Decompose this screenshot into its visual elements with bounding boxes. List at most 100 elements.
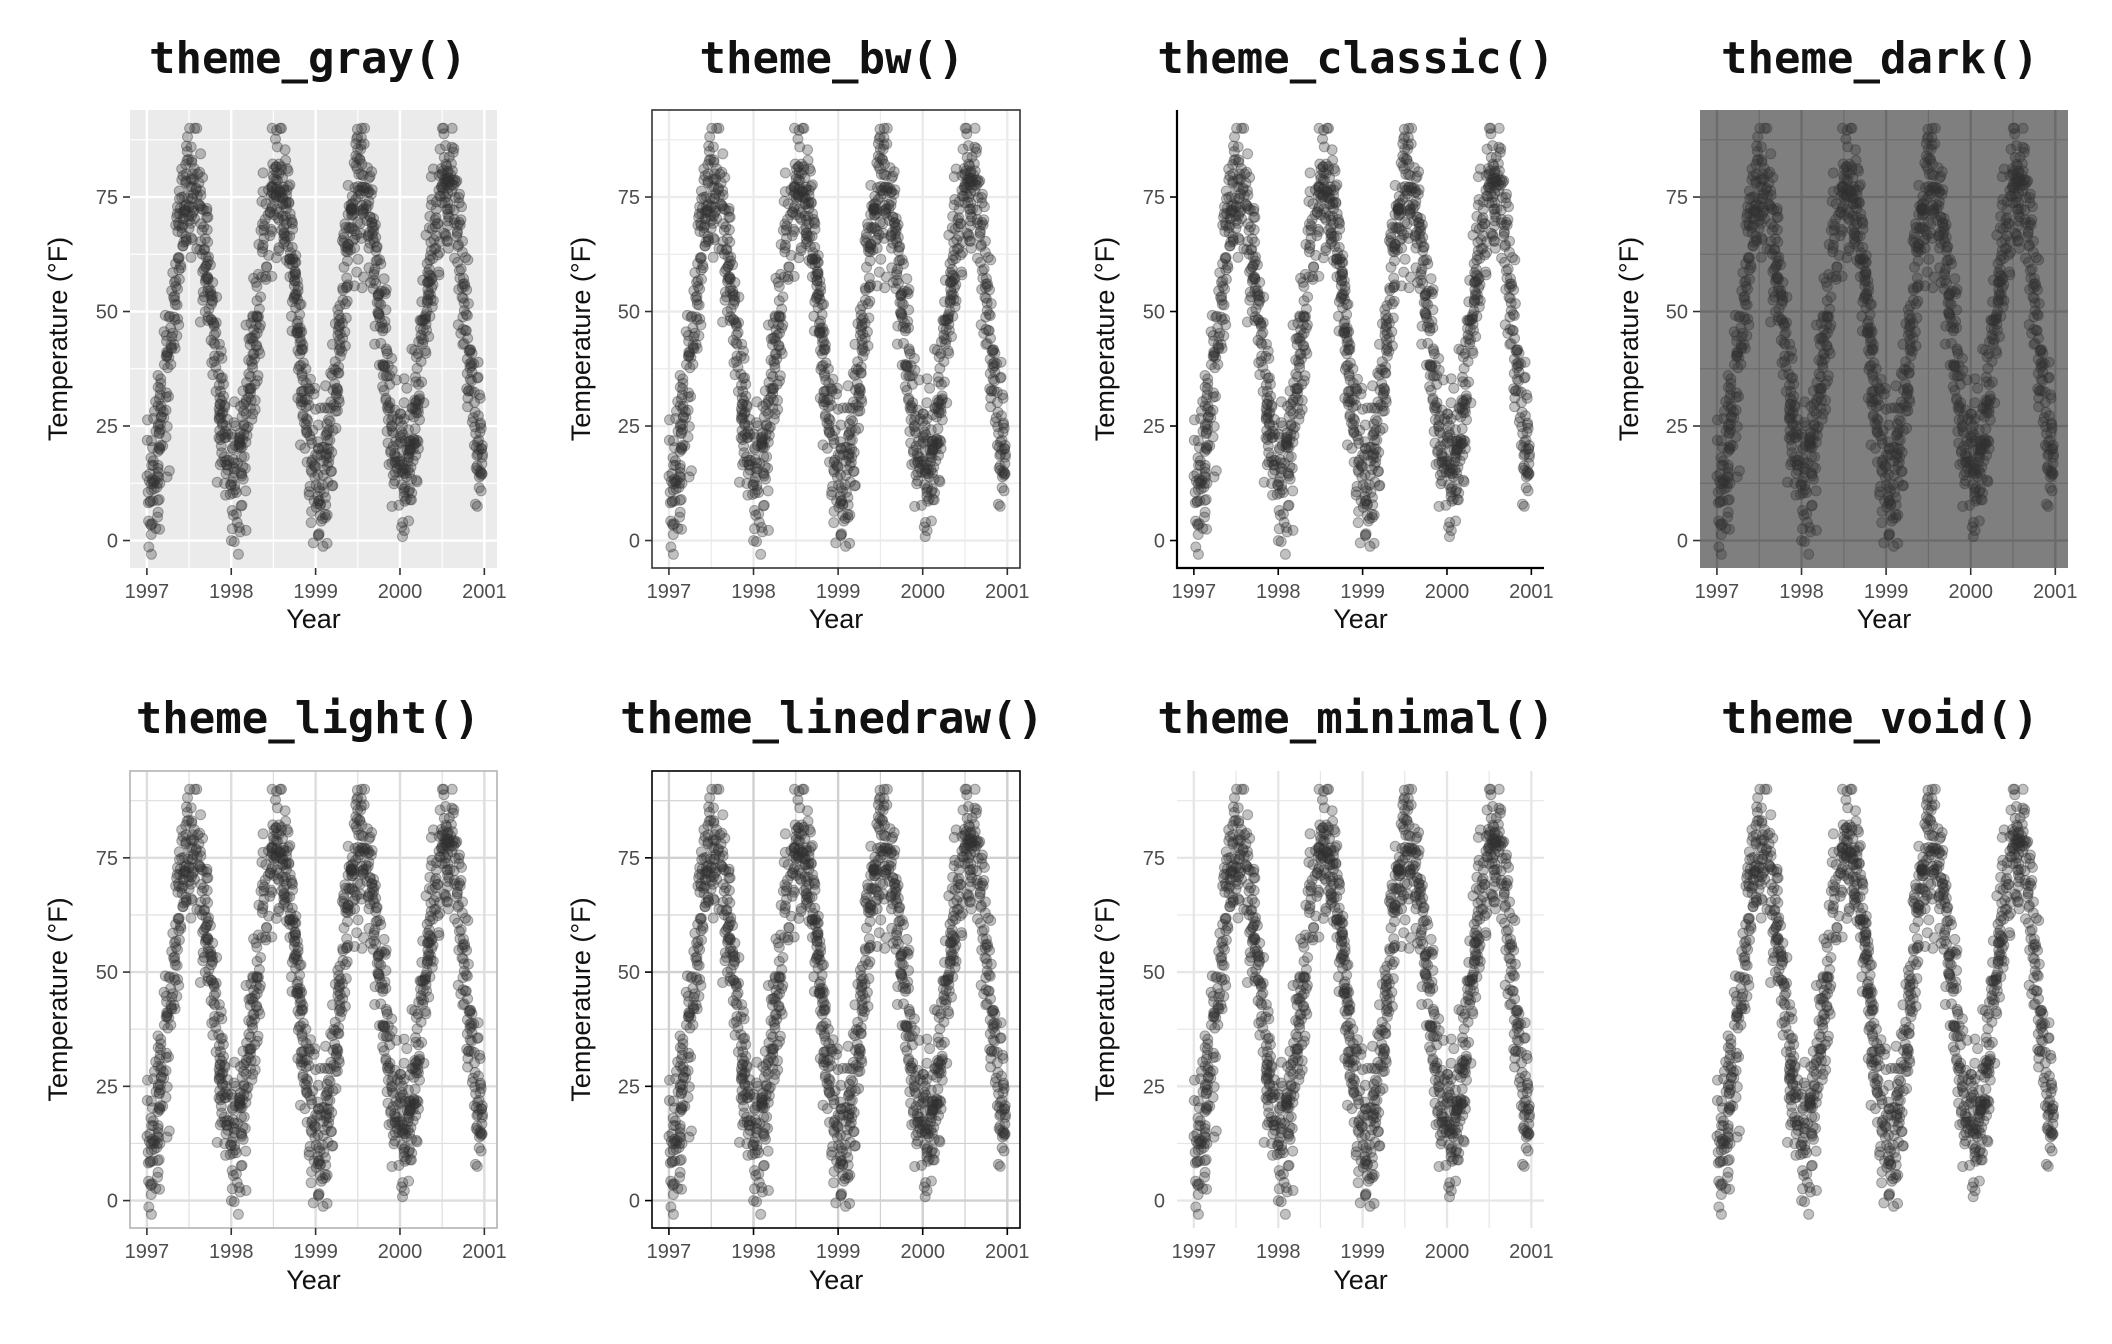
panel-title: theme_bw() [700, 33, 965, 84]
data-point [663, 434, 675, 446]
data-point [413, 378, 424, 390]
data-point [675, 442, 687, 454]
data-point [404, 444, 416, 456]
data-point [342, 239, 354, 250]
data-point [1325, 184, 1337, 196]
data-point [312, 497, 324, 509]
data-point [331, 383, 343, 395]
data-point [218, 390, 229, 402]
data-point [470, 428, 482, 439]
data-point [442, 208, 454, 220]
data-point [1488, 179, 1500, 191]
data-point [980, 273, 992, 284]
data-point [993, 428, 1005, 439]
data-point [1354, 537, 1366, 549]
data-point [1452, 435, 1464, 447]
data-point [249, 378, 261, 390]
data-point [431, 218, 443, 230]
data-point [1237, 184, 1249, 195]
data-point [1410, 262, 1422, 274]
data-point [1836, 270, 1848, 282]
data-point [1380, 396, 1392, 408]
data-point [877, 184, 889, 196]
data-point [163, 311, 175, 323]
data-point [152, 511, 163, 523]
data-point [405, 435, 417, 447]
data-point [428, 243, 440, 255]
data-point [1429, 400, 1441, 411]
data-point [352, 143, 364, 155]
data-point [1271, 488, 1283, 500]
data-point [384, 378, 396, 390]
data-point [271, 183, 282, 195]
data-point [247, 310, 259, 322]
data-point [1443, 521, 1455, 533]
data-point [246, 413, 258, 425]
data-point [845, 457, 857, 468]
data-point [327, 425, 339, 436]
data-point [364, 237, 376, 249]
data-point [818, 343, 830, 355]
data-point [344, 223, 356, 235]
data-point [295, 439, 306, 451]
data-point [1285, 398, 1297, 410]
data-point [390, 374, 402, 386]
data-point [152, 370, 164, 381]
data-point [1472, 199, 1484, 211]
data-point [874, 143, 886, 155]
data-point [1401, 184, 1413, 196]
data-point [1262, 385, 1273, 397]
data-point [381, 370, 393, 382]
data-point [147, 455, 159, 467]
data-point [408, 434, 420, 446]
data-point [240, 396, 252, 408]
data-point [167, 267, 179, 279]
data-point [370, 241, 382, 253]
data-point [1426, 361, 1438, 373]
data-point [234, 436, 246, 448]
data-point [150, 396, 162, 407]
y-axis-title: Temperature (°F) [43, 237, 73, 441]
data-point [1188, 434, 1200, 446]
data-point [1389, 179, 1401, 191]
data-point [363, 262, 375, 274]
data-point [1199, 459, 1211, 471]
data-point [313, 442, 324, 454]
data-point [1483, 122, 1495, 134]
data-point [266, 226, 278, 237]
data-point [1192, 478, 1204, 490]
data-point [236, 470, 248, 482]
data-point [1498, 225, 1510, 237]
x-axis-title: Year [1333, 604, 1388, 634]
data-point [822, 363, 834, 375]
data-point [234, 431, 246, 443]
data-point [665, 541, 677, 553]
data-point [921, 397, 933, 409]
data-point [430, 230, 442, 242]
data-point [219, 401, 231, 413]
data-point [176, 191, 188, 203]
data-point [424, 276, 436, 288]
data-point [1396, 242, 1408, 254]
data-point [168, 291, 180, 303]
data-point [873, 133, 885, 145]
data-point [1304, 167, 1316, 179]
data-point [1443, 420, 1455, 432]
data-point [158, 326, 170, 338]
data-point [142, 497, 154, 509]
data-point [472, 436, 484, 448]
data-point [474, 392, 486, 404]
data-point [321, 537, 333, 549]
data-point [198, 263, 210, 275]
data-point [844, 426, 855, 438]
data-point [1290, 354, 1302, 366]
data-point [240, 485, 252, 497]
data-point [300, 363, 312, 375]
data-point [1266, 401, 1278, 413]
data-point [1424, 381, 1436, 393]
data-point [366, 217, 378, 229]
data-point [705, 222, 717, 234]
data-point [1501, 188, 1512, 200]
